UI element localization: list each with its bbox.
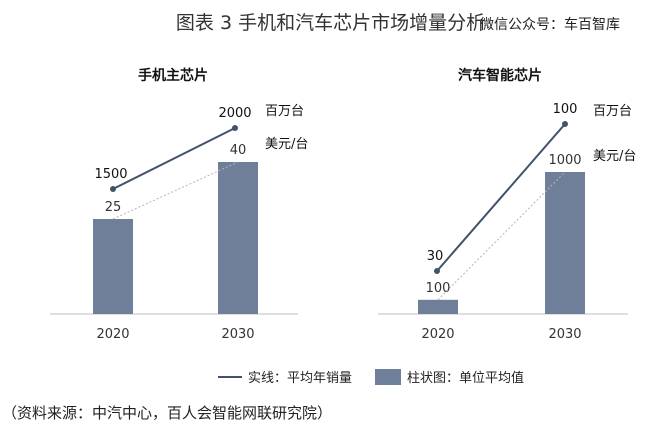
panel2-bar-2030 <box>545 172 585 314</box>
legend-line-swatch <box>218 375 242 378</box>
panel2-sales-line <box>436 123 566 272</box>
figure-title: 图表 3 手机和汽车芯片市场增量分析 <box>175 12 486 34</box>
legend-bar: 柱状图：单位平均值 <box>375 367 524 386</box>
panel1-sales-label-2030: 2000 <box>218 106 251 121</box>
panel1-title: 手机主芯片 <box>138 67 208 84</box>
panel2-bar-label-2030: 1000 <box>548 153 581 168</box>
panel1-tick-2030: 2030 <box>221 327 254 342</box>
panel2-sales-point-2020 <box>434 268 440 274</box>
legend-bar-label: 柱状图：单位平均值 <box>407 371 525 386</box>
panel1-bar-unit: 美元/台 <box>265 137 308 152</box>
panel2-bar-2020 <box>418 299 458 314</box>
panel1-sales-point-2030 <box>232 125 238 131</box>
panel1-line-unit: 百万台 <box>265 104 304 119</box>
panel2-tick-2030: 2030 <box>548 327 581 342</box>
panel1-sales-line <box>112 127 236 190</box>
panel2-tick-2020: 2020 <box>421 327 454 342</box>
panel1-bar-label-2020: 25 <box>105 200 122 215</box>
panel2-sales-point-2030 <box>562 121 568 127</box>
panel1-sales-label-2020: 1500 <box>94 167 127 182</box>
panel1-bar-trend <box>112 161 239 220</box>
panel2-bar-label-2020: 100 <box>426 281 451 296</box>
panel1-bar-2020 <box>93 219 133 314</box>
source-note: （资料来源：中汽中心，百人会智能网联研究院） <box>2 404 333 422</box>
panel2-title: 汽车智能芯片 <box>458 67 542 84</box>
legend-line: 实线：平均年销量 <box>218 367 352 386</box>
watermark: 微信公众号：车百智库 <box>480 17 620 33</box>
panel2-sales-label-2030: 100 <box>553 102 578 117</box>
panel1-bar-label-2030: 40 <box>230 143 247 158</box>
legend-bar-swatch <box>375 368 401 385</box>
panel2-bar-unit: 美元/台 <box>593 149 636 164</box>
panel2-sales-label-2020: 30 <box>427 249 444 264</box>
legend-line-label: 实线：平均年销量 <box>248 371 353 386</box>
panel1-tick-2020: 2020 <box>96 327 129 342</box>
panel1-bar-2030 <box>218 162 258 314</box>
panel2-line-unit: 百万台 <box>593 104 632 119</box>
panel1-sales-point-2020 <box>110 186 116 192</box>
